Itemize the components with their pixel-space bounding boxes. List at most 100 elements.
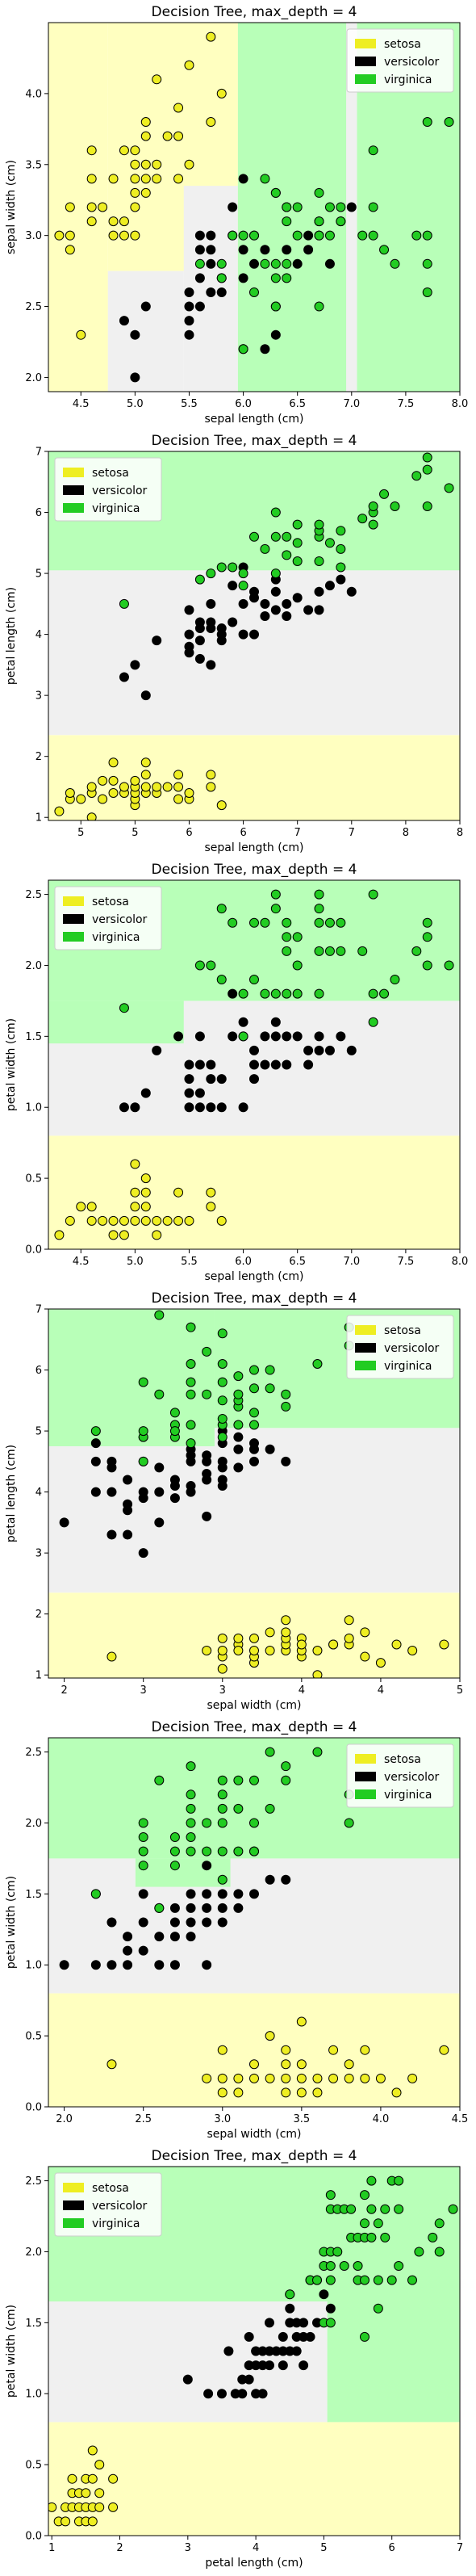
point-versicolor [303,1045,314,1055]
point-virginica [249,287,259,297]
x-tick-label: 5 [457,1684,463,1697]
point-versicolor [265,1444,275,1454]
point-virginica [311,2275,322,2285]
point-virginica [270,258,281,269]
x-tick-label: 8.0 [452,1256,469,1268]
y-tick-label: 2.0 [25,960,42,972]
point-virginica [90,1889,101,1899]
point-versicolor [249,1074,259,1085]
point-versicolor [169,1960,180,1970]
point-virginica [336,526,346,536]
decision-region-virginica [135,1858,231,1887]
x-tick-label: 3 [185,2542,191,2554]
point-virginica [249,1846,259,1856]
point-setosa [173,1215,184,1226]
point-setosa [202,2073,212,2083]
point-versicolor [206,245,216,255]
x-tick-label: 6.0 [235,1256,252,1268]
x-tick-label: 7.5 [398,398,415,410]
point-setosa [328,2045,339,2055]
point-virginica [380,2232,390,2242]
point-setosa [328,1639,339,1650]
point-versicolor [249,1045,259,1055]
point-virginica [444,960,454,971]
point-setosa [108,775,119,786]
point-virginica [312,1358,323,1369]
point-virginica [260,917,270,928]
point-virginica [249,1408,259,1418]
point-setosa [140,1215,151,1226]
point-virginica [194,258,205,269]
point-versicolor [324,258,335,269]
point-virginica [422,932,432,942]
point-setosa [281,2059,291,2070]
x-tick-label: 5 [132,827,138,839]
y-tick-label: 5 [35,1426,42,1438]
point-versicolor [184,1059,194,1070]
point-setosa [94,2460,105,2470]
point-virginica [217,1328,228,1339]
chart-3: Decision Tree, max_depth = 4 4.5 5.0 5.5 6.0… [5,862,468,1283]
legend-label-setosa: setosa [384,38,421,51]
point-virginica [314,946,324,956]
point-virginica [359,2331,370,2342]
plot-frame [48,451,461,821]
point-versicolor [106,1529,117,1540]
point-setosa [360,1651,370,1662]
point-virginica [186,1803,196,1814]
point-setosa [281,2045,291,2055]
x-tick-label: 4 [253,2542,259,2554]
point-virginica [282,917,292,928]
point-versicolor [184,629,194,640]
x-tick-label: 1 [48,2542,55,2554]
point-versicolor [299,2360,309,2371]
point-versicolor [346,586,357,597]
y-tick-label: 3 [35,1548,42,1560]
point-setosa [249,2059,259,2070]
x-tick-label: 6 [389,2542,395,2554]
point-virginica [233,1775,244,1785]
point-versicolor [314,1031,324,1042]
point-versicolor [106,1917,117,1928]
legend-label-versicolor: versicolor [92,913,148,926]
y-tick-label: 6 [35,507,42,519]
point-virginica [390,975,400,985]
point-virginica [169,1408,180,1418]
point-setosa [140,159,151,170]
decision-region-virginica [48,1001,184,1044]
point-virginica [194,960,205,971]
point-virginica [233,1803,244,1814]
point-setosa [106,2059,117,2070]
point-setosa [217,1663,228,1674]
point-virginica [359,2190,370,2201]
point-versicolor [203,2389,214,2399]
point-versicolor [233,1903,244,1913]
point-versicolor [138,1945,148,1956]
point-setosa [407,1646,418,1656]
point-virginica [324,946,335,956]
y-tick-label: 2.0 [25,1818,42,1830]
decision-region-setosa [48,1993,460,2107]
point-versicolor [303,230,314,241]
y-tick-label: 1.0 [25,1102,42,1114]
y-tick-label: 2 [35,751,42,763]
x-tick-label: 3.0 [214,2113,231,2125]
point-virginica [119,1003,129,1013]
plot-frame [48,22,461,392]
point-setosa [98,1215,108,1226]
y-tick-label: 2.5 [25,301,42,313]
point-setosa [162,131,173,141]
point-setosa [296,2073,307,2083]
point-versicolor [90,1960,101,1970]
point-setosa [119,216,129,227]
x-tick-label: 2.5 [135,2113,152,2125]
point-versicolor [238,1102,248,1113]
point-versicolor [169,1493,180,1504]
point-virginica [216,975,227,985]
point-virginica [336,562,346,573]
point-setosa [281,1615,291,1626]
point-versicolor [123,1499,133,1509]
point-versicolor [140,1088,151,1098]
y-tick-label: 3 [35,690,42,703]
legend: setosa versicolor virginica [54,457,162,522]
